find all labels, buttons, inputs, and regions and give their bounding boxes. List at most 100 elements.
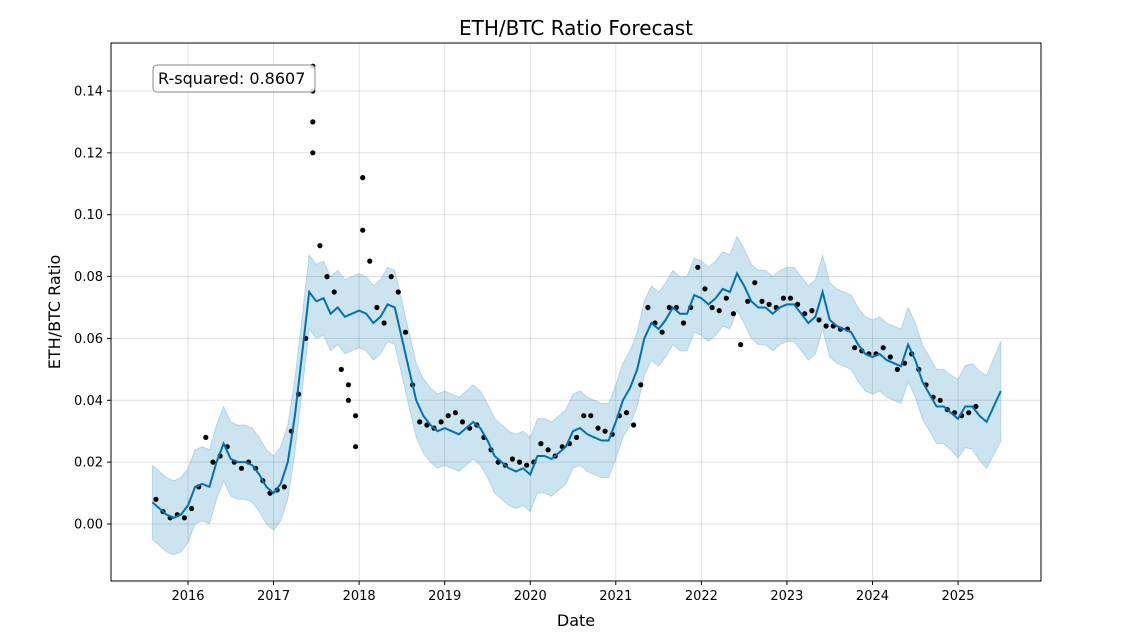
- observed-point: [310, 150, 316, 156]
- observed-point: [809, 308, 815, 314]
- x-axis: 2016 2017 2018 2019 2020 2021 2022 2023 2024 2025: [171, 581, 975, 604]
- observed-point: [709, 304, 715, 311]
- observed-point: [695, 264, 701, 270]
- x-tick-label: 2019: [428, 589, 461, 604]
- observed-points: [153, 63, 979, 521]
- x-axis-label: Date: [557, 611, 595, 630]
- observed-point: [438, 419, 444, 425]
- observed-point: [338, 366, 344, 372]
- y-tick-label: 0.10: [74, 208, 103, 223]
- observed-point: [666, 304, 672, 311]
- observed-point: [281, 484, 287, 490]
- observed-point: [680, 320, 687, 326]
- observed-point: [816, 317, 822, 323]
- y-axis: 0.00 0.02 0.04 0.06 0.08 0.10 0.12 0.14: [74, 84, 111, 533]
- observed-point: [360, 227, 366, 233]
- observed-point: [780, 295, 787, 301]
- observed-point: [759, 298, 765, 304]
- observed-point: [973, 403, 979, 410]
- observed-point: [730, 311, 737, 317]
- observed-point: [738, 342, 744, 348]
- observed-point: [880, 345, 886, 351]
- observed-point: [966, 410, 972, 416]
- observed-point: [360, 175, 366, 181]
- y-tick-label: 0.12: [74, 146, 103, 161]
- observed-point: [524, 462, 530, 468]
- x-tick-label: 2022: [685, 589, 718, 604]
- y-tick-label: 0.00: [74, 518, 103, 533]
- x-tick-label: 2020: [514, 589, 547, 604]
- y-axis-label: ETH/BTC Ratio: [45, 255, 64, 369]
- observed-point: [324, 274, 330, 280]
- y-tick-label: 0.08: [74, 270, 103, 285]
- observed-point: [381, 320, 387, 326]
- x-tick-label: 2016: [171, 589, 204, 604]
- observed-point: [795, 301, 801, 307]
- observed-point: [631, 422, 637, 428]
- observed-point: [887, 354, 893, 360]
- observed-point: [937, 397, 943, 403]
- observed-point: [203, 434, 209, 440]
- x-tick-label: 2025: [941, 589, 974, 604]
- observed-point: [752, 280, 758, 286]
- r-squared-annotation: R-squared: 0.8607: [152, 64, 316, 93]
- observed-point: [189, 505, 195, 512]
- observed-point: [153, 496, 159, 502]
- observed-point: [345, 382, 351, 388]
- grid: [111, 43, 1041, 581]
- observed-point: [588, 413, 594, 419]
- x-tick-label: 2017: [257, 589, 290, 604]
- observed-point: [210, 459, 216, 465]
- observed-point: [310, 119, 316, 125]
- observed-point: [345, 397, 351, 403]
- observed-point: [645, 304, 651, 311]
- observed-point: [317, 243, 323, 249]
- observed-point: [452, 410, 458, 416]
- observed-point: [353, 413, 359, 419]
- observed-point: [745, 298, 751, 304]
- observed-point: [602, 428, 608, 434]
- y-tick-label: 0.14: [74, 84, 103, 99]
- observed-point: [238, 465, 245, 471]
- observed-point: [445, 413, 451, 419]
- y-tick-label: 0.02: [74, 456, 103, 471]
- observed-point: [723, 295, 729, 301]
- observed-point: [459, 419, 466, 425]
- observed-point: [623, 410, 630, 416]
- x-tick-label: 2023: [770, 589, 803, 604]
- observed-point: [595, 425, 601, 431]
- observed-point: [367, 258, 373, 264]
- observed-point: [417, 419, 423, 425]
- x-tick-label: 2024: [856, 589, 889, 604]
- chart-title: ETH/BTC Ratio Forecast: [459, 16, 693, 40]
- observed-point: [787, 295, 794, 301]
- x-tick-label: 2021: [599, 589, 632, 604]
- observed-point: [402, 329, 409, 335]
- observed-point: [388, 274, 394, 280]
- observed-point: [181, 515, 187, 521]
- x-tick-label: 2018: [343, 589, 376, 604]
- plot-frame: [110, 42, 1042, 582]
- observed-point: [823, 323, 829, 329]
- observed-point: [716, 308, 722, 314]
- observed-point: [766, 301, 772, 307]
- observed-point: [374, 304, 380, 311]
- observed-point: [574, 434, 580, 440]
- uncertainty-band: [151, 235, 1002, 556]
- observed-point: [353, 444, 359, 450]
- observed-point: [581, 413, 587, 419]
- observed-point: [852, 345, 858, 351]
- y-tick-label: 0.04: [74, 394, 103, 409]
- observed-point: [395, 289, 401, 295]
- observed-point: [331, 289, 337, 295]
- observed-point: [545, 447, 551, 453]
- observed-point: [702, 286, 708, 292]
- observed-point: [538, 441, 544, 447]
- forecast-line: [151, 271, 1002, 519]
- r-squared-text: R-squared: 0.8607: [158, 69, 305, 88]
- observed-point: [659, 329, 665, 335]
- observed-point: [894, 366, 901, 372]
- observed-point: [516, 459, 523, 465]
- observed-point: [509, 456, 515, 462]
